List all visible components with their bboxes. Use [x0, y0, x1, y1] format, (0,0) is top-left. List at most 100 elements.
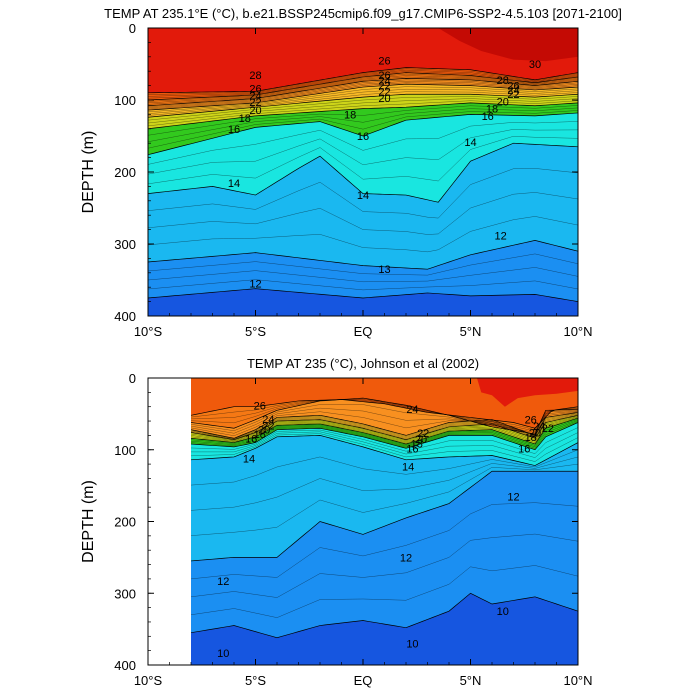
contour-label: 22: [249, 97, 261, 109]
minor-contour: [191, 416, 578, 443]
chart-title: TEMP AT 235 (°C), Johnson et al (2002): [247, 356, 479, 371]
y-tick-label: 400: [114, 309, 136, 324]
y-axis-label: DEPTH (m): [80, 131, 97, 214]
contour-label: 24: [507, 85, 519, 97]
contour-label: 16: [406, 443, 418, 455]
x-tick-label: 5°N: [460, 673, 482, 688]
minor-contour: [148, 91, 578, 116]
y-tick-label: 400: [114, 658, 136, 673]
band-30: [438, 28, 578, 62]
isotherm-22: [191, 412, 578, 439]
minor-contour: [191, 449, 578, 486]
contour-label: 22: [417, 428, 429, 440]
contour-label: 10: [406, 638, 418, 650]
contour-label: 12: [400, 552, 412, 564]
y-axis-label: DEPTH (m): [80, 480, 97, 563]
isotherm-26: [148, 72, 578, 101]
x-tick-label: EQ: [354, 673, 373, 688]
contour-label: 28: [497, 75, 509, 87]
y-tick-label: 300: [114, 586, 136, 601]
isotherm-14: [191, 435, 578, 466]
minor-contour: [148, 76, 578, 105]
isotherm-24: [148, 78, 578, 107]
minor-contour: [148, 86, 578, 113]
contour-label: 20: [529, 428, 541, 440]
minor-contour: [148, 168, 578, 219]
contour-label: 22: [542, 423, 554, 435]
isotherm-24: [191, 397, 578, 435]
y-tick-label: 200: [114, 515, 136, 530]
minor-contour: [148, 96, 578, 121]
contour-label: 14: [228, 178, 240, 190]
isotherm-12: [148, 240, 578, 270]
minor-contour: [191, 421, 578, 449]
minor-contour: [191, 415, 578, 441]
minor-contour: [191, 431, 578, 458]
isotherm-22: [148, 83, 578, 111]
isotherm-26: [191, 399, 578, 429]
minor-contour: [191, 404, 578, 435]
minor-contour: [148, 129, 578, 175]
contour-label: 28: [249, 70, 261, 82]
contour-label: 14: [402, 461, 414, 473]
minor-contour: [148, 73, 578, 102]
minor-contour: [191, 420, 578, 448]
minor-contour: [191, 533, 578, 598]
contour-label: 26: [507, 81, 519, 93]
minor-contour: [148, 216, 578, 253]
minor-contour: [148, 82, 578, 110]
minor-contour: [148, 121, 578, 165]
y-tick-label: 0: [129, 371, 136, 386]
contour-label: 18: [525, 432, 537, 444]
minor-contour: [148, 71, 578, 99]
contour-label: 30: [529, 59, 541, 71]
filled-contours: [148, 28, 578, 316]
contour-label: 14: [464, 137, 476, 149]
y-tick-label: 100: [114, 93, 136, 108]
contour-label: 16: [357, 131, 369, 143]
contour-label: 26: [254, 400, 266, 412]
contour-label: 16: [482, 111, 494, 123]
contour-label: 26: [378, 70, 390, 82]
x-tick-label: 5°N: [460, 324, 482, 339]
minor-contour: [148, 267, 578, 282]
isotherm-10: [191, 592, 578, 639]
minor-contour: [191, 463, 578, 536]
minor-contour: [191, 399, 578, 430]
minor-contour: [148, 279, 578, 291]
contour-label: 16: [228, 124, 240, 136]
contour-label: 16: [245, 433, 257, 445]
y-tick-label: 200: [114, 165, 136, 180]
contour-label: 18: [411, 438, 423, 450]
contour-label: 12: [507, 491, 519, 503]
x-tick-label: 10°N: [563, 673, 592, 688]
contour-label: 13: [378, 264, 390, 276]
isotherm-12: [191, 470, 578, 562]
y-tick-label: 0: [129, 21, 136, 36]
x-tick-label: 10°S: [134, 673, 163, 688]
minor-contour: [191, 456, 578, 511]
contour-label: 24: [249, 91, 261, 103]
contour-label: 26: [525, 415, 537, 427]
isotherm-18: [148, 102, 578, 130]
minor-contour: [148, 105, 578, 136]
contour-label: 10: [497, 606, 509, 618]
x-tick-label: 5°S: [245, 673, 266, 688]
minor-contour: [148, 100, 578, 127]
isotherm-18: [191, 417, 578, 445]
minor-contour: [148, 68, 578, 95]
minor-contour: [148, 253, 578, 276]
minor-contour: [191, 419, 578, 446]
contour-label: 24: [533, 421, 545, 433]
minor-contour: [148, 81, 578, 109]
contour-label: 18: [344, 109, 356, 121]
minor-contour: [191, 565, 578, 618]
contour-label: 16: [518, 443, 530, 455]
contour-label: 24: [406, 404, 418, 416]
x-tick-label: 10°N: [563, 324, 592, 339]
isotherm-14: [148, 142, 578, 203]
contour-label: 18: [239, 113, 251, 125]
minor-contour: [191, 427, 578, 454]
contour-label: 18: [486, 104, 498, 116]
contour-label: 10: [217, 648, 229, 660]
